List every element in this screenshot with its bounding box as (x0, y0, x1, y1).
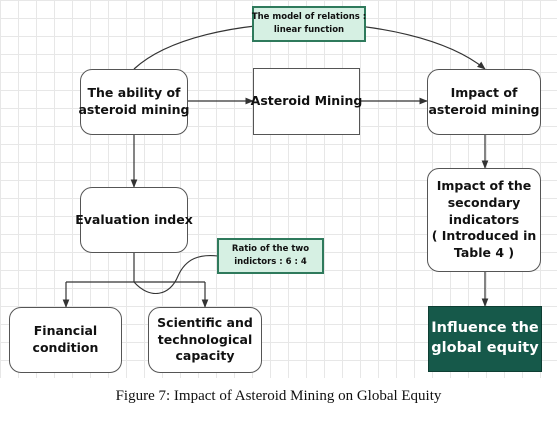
node-financial-line-1: Financial (33, 323, 98, 339)
node-financial-line-2: condition (32, 340, 99, 355)
node-ability-line-2: asteroid mining (78, 102, 190, 117)
curve-ratio-callout (133, 254, 219, 295)
node-ability: The ability of asteroid mining (78, 69, 190, 135)
node-impact-line-2: asteroid mining (428, 102, 540, 117)
note-relations: The model of relations : linear function (252, 6, 366, 42)
node-scientific-line-3: capacity (175, 348, 235, 364)
node-financial: Financial condition (9, 307, 122, 373)
node-scientific-line-2: technological (157, 331, 253, 347)
node-secondary-line-5: Table 4 ) (453, 245, 515, 261)
node-evaluation-label: Evaluation index (75, 211, 193, 227)
node-evaluation: Evaluation index (75, 187, 193, 253)
node-mining: Asteroid Mining (250, 68, 363, 135)
node-secondary-line-2: secondary (447, 194, 521, 210)
node-scientific-line-1: Scientific and (157, 314, 253, 330)
note-ratio-line-1: Ratio of the two (231, 243, 310, 254)
figure-caption: Figure 7: Impact of Asteroid Mining on G… (115, 388, 442, 404)
node-equity-line-1: Influence the (431, 320, 539, 337)
note-relations-line-2: linear function (273, 25, 345, 35)
note-relations-line-1: The model of relations : (251, 11, 367, 22)
node-impact-line-1: Impact of (450, 85, 518, 101)
note-ratio-line-2: indictors : 6 : 4 (234, 257, 307, 267)
node-secondary-line-4: ( Introduced in (431, 228, 537, 244)
node-equity-line-2: global equity (431, 340, 539, 356)
node-secondary-line-1: Impact of the (436, 177, 532, 193)
node-equity: Influence the global equity (428, 306, 542, 372)
node-secondary: Impact of the secondary indicators ( Int… (427, 168, 541, 272)
node-ability-line-1: The ability of (87, 85, 181, 101)
node-scientific: Scientific and technological capacity (148, 307, 262, 373)
node-impact: Impact of asteroid mining (427, 69, 541, 135)
node-secondary-line-3: indicators (448, 211, 520, 227)
note-ratio: Ratio of the two indictors : 6 : 4 (217, 238, 324, 274)
node-mining-label: Asteroid Mining (250, 93, 363, 109)
